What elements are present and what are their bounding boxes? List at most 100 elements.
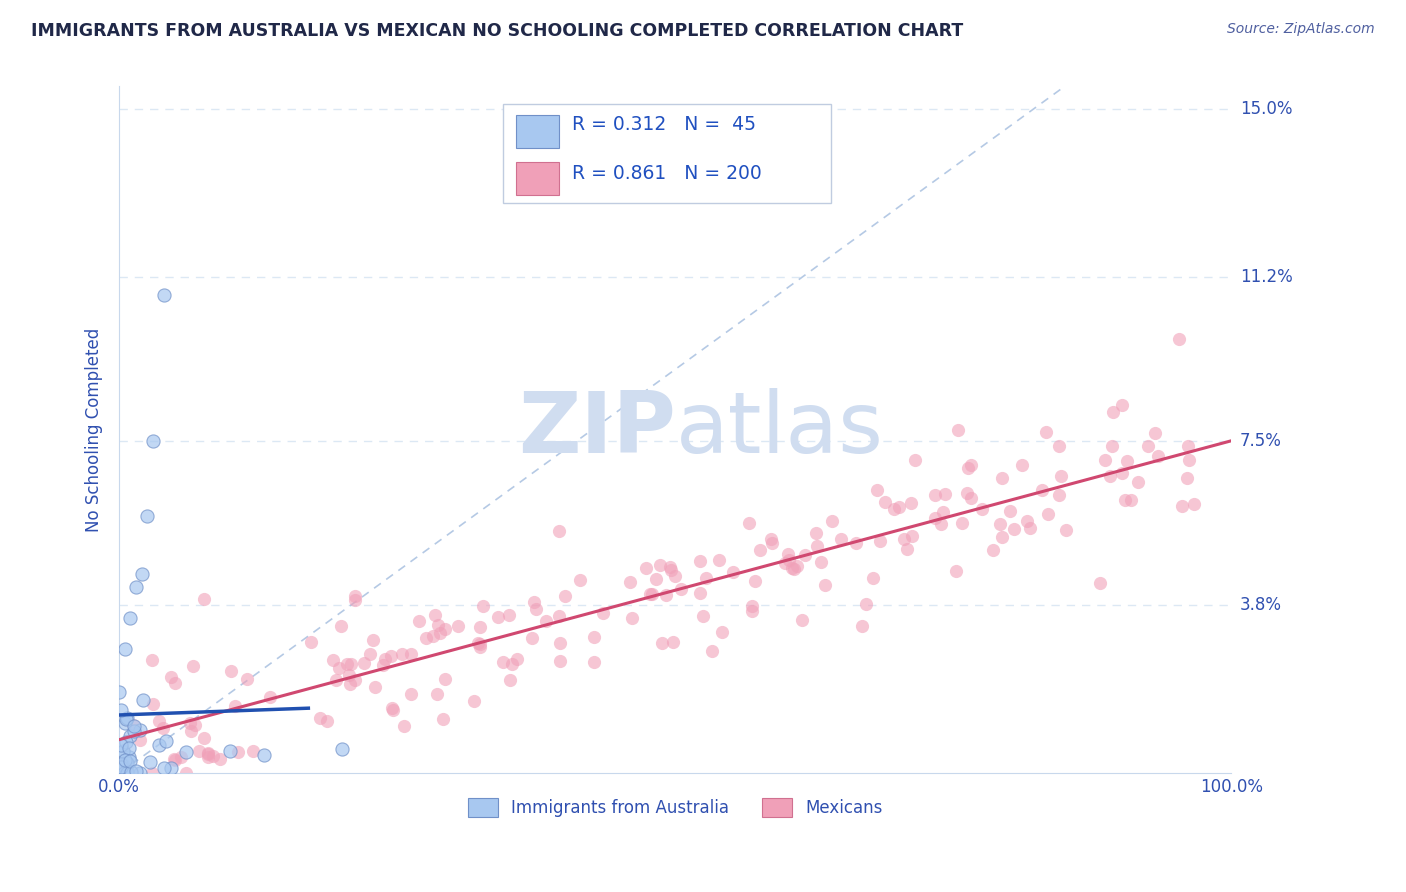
- Point: [330, 742, 353, 756]
- Point: [855, 597, 877, 611]
- Point: [322, 653, 344, 667]
- Point: [499, 673, 522, 687]
- Point: [468, 636, 491, 650]
- Point: [748, 543, 770, 558]
- Point: [887, 500, 910, 515]
- Point: [1136, 439, 1159, 453]
- Point: [1047, 488, 1070, 502]
- Text: 3.8%: 3.8%: [1240, 596, 1282, 614]
- Point: [197, 750, 219, 764]
- Point: [125, 764, 148, 778]
- Point: [583, 655, 606, 669]
- Point: [180, 724, 202, 739]
- Point: [139, 755, 162, 769]
- Point: [900, 496, 922, 510]
- Point: [744, 574, 766, 588]
- Text: IMMIGRANTS FROM AUSTRALIA VS MEXICAN NO SCHOOLING COMPLETED CORRELATION CHART: IMMIGRANTS FROM AUSTRALIA VS MEXICAN NO …: [31, 22, 963, 40]
- Point: [641, 586, 664, 600]
- Point: [991, 471, 1014, 485]
- Point: [506, 652, 529, 666]
- Point: [399, 688, 422, 702]
- Point: [1088, 575, 1111, 590]
- Point: [121, 764, 143, 779]
- Point: [548, 608, 571, 623]
- Point: [1178, 452, 1201, 467]
- Point: [1171, 500, 1194, 514]
- Point: [738, 516, 761, 530]
- Point: [340, 657, 363, 671]
- FancyBboxPatch shape: [516, 115, 558, 148]
- Point: [932, 505, 955, 519]
- Point: [122, 718, 145, 732]
- Point: [960, 458, 983, 473]
- Point: [391, 647, 413, 661]
- Point: [115, 766, 138, 780]
- Point: [363, 632, 385, 647]
- Point: [1101, 439, 1123, 453]
- Point: [112, 745, 135, 759]
- Point: [433, 672, 456, 686]
- Point: [636, 561, 658, 575]
- Point: [648, 558, 671, 573]
- Point: [548, 654, 571, 668]
- Point: [315, 714, 337, 728]
- Point: [110, 759, 132, 773]
- Point: [120, 755, 142, 769]
- Point: [486, 609, 509, 624]
- Point: [498, 608, 520, 623]
- Point: [782, 560, 804, 574]
- Point: [1094, 452, 1116, 467]
- Point: [793, 548, 815, 562]
- Point: [790, 613, 813, 627]
- Point: [117, 711, 139, 725]
- Text: 11.2%: 11.2%: [1240, 268, 1292, 286]
- Point: [761, 536, 783, 550]
- Point: [655, 588, 678, 602]
- Point: [242, 744, 264, 758]
- Point: [359, 647, 381, 661]
- Point: [896, 541, 918, 556]
- Text: 7.5%: 7.5%: [1240, 432, 1282, 450]
- Point: [845, 536, 868, 550]
- Point: [114, 753, 136, 767]
- Point: [972, 501, 994, 516]
- Point: [141, 766, 163, 780]
- Point: [721, 566, 744, 580]
- Point: [163, 675, 186, 690]
- Point: [924, 488, 946, 502]
- Point: [1098, 469, 1121, 483]
- Point: [620, 611, 643, 625]
- Point: [901, 529, 924, 543]
- Point: [659, 560, 682, 574]
- Point: [1011, 458, 1033, 472]
- Point: [125, 580, 148, 594]
- Point: [988, 517, 1011, 532]
- Point: [950, 516, 973, 531]
- Point: [548, 636, 571, 650]
- Point: [325, 673, 347, 688]
- Point: [814, 578, 837, 592]
- Point: [110, 739, 132, 753]
- Point: [547, 524, 569, 538]
- Point: [253, 747, 276, 762]
- Point: [904, 453, 927, 467]
- Point: [1182, 497, 1205, 511]
- Point: [806, 539, 828, 553]
- Point: [371, 658, 394, 673]
- Point: [363, 681, 385, 695]
- Point: [741, 604, 763, 618]
- Point: [1036, 507, 1059, 521]
- Point: [163, 753, 186, 767]
- FancyBboxPatch shape: [503, 103, 831, 203]
- Point: [163, 752, 186, 766]
- Point: [1146, 449, 1168, 463]
- Point: [152, 287, 174, 301]
- Point: [132, 693, 155, 707]
- Point: [110, 760, 132, 774]
- Point: [380, 648, 402, 663]
- Point: [946, 423, 969, 437]
- Point: [1111, 398, 1133, 412]
- Point: [120, 611, 142, 625]
- Text: R = 0.312   N =  45: R = 0.312 N = 45: [572, 115, 756, 134]
- Point: [299, 635, 322, 649]
